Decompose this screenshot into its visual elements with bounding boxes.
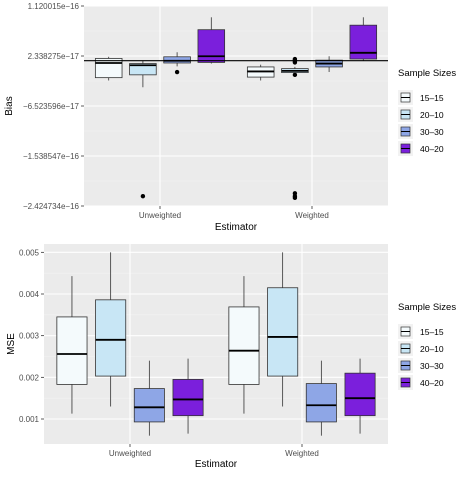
box-40-20-unweighted — [172, 358, 204, 434]
bias-y-axis-title: Bias — [4, 96, 15, 115]
box-body — [129, 63, 157, 76]
box-body — [267, 287, 299, 377]
box-body — [133, 388, 165, 423]
box-15-15-weighted — [228, 276, 260, 414]
y-tick-label: −6.523596e−17 — [23, 102, 80, 111]
bias-y-ticks: 1.120015e−16 2.338275e−17 −6.523596e−17 −1.… — [23, 2, 84, 211]
box-body — [95, 299, 127, 377]
y-tick-label: 0.001 — [19, 415, 40, 424]
mse-y-ticks: 0.001 0.002 0.003 0.004 0.005 — [19, 248, 44, 424]
legend-label: 30–30 — [420, 361, 444, 371]
outlier-point — [292, 195, 298, 201]
bias-legend: Sample Sizes 15–15 20–10 30–30 40–20 — [398, 68, 456, 156]
outlier-point — [292, 72, 298, 78]
bias-legend-title: Sample Sizes — [398, 68, 456, 79]
legend-label: 30–30 — [420, 127, 444, 137]
box-body — [56, 316, 88, 385]
y-tick-label: 0.004 — [19, 290, 40, 299]
mse-y-axis-title: MSE — [6, 333, 17, 355]
box-body — [172, 379, 204, 417]
box-body — [344, 372, 376, 417]
mse-boxes — [56, 252, 376, 436]
box-40-20-weighted — [344, 358, 376, 434]
y-tick-label: 0.003 — [19, 332, 40, 341]
legend-label: 15–15 — [420, 327, 444, 337]
box-15-15-unweighted — [94, 56, 123, 81]
x-tick-label: Unweighted — [109, 449, 151, 458]
box-20-10-unweighted — [129, 60, 157, 199]
box-40-20-unweighted — [197, 17, 226, 64]
bias-x-axis-title: Estimator — [215, 222, 258, 233]
y-tick-label: 2.338275e−17 — [28, 52, 80, 61]
legend-label: 20–10 — [420, 344, 444, 354]
y-tick-label: −2.424734e−16 — [23, 202, 80, 211]
y-tick-label: 0.002 — [19, 373, 40, 382]
bias-chart: 1.120015e−16 2.338275e−17 −6.523596e−17 −1.… — [4, 2, 388, 233]
legend-label: 40–20 — [420, 144, 444, 154]
mse-chart: 0.001 0.002 0.003 0.004 0.005 Unweighted Weig… — [6, 244, 388, 470]
outlier-point — [292, 60, 298, 65]
mse-x-ticks: Unweighted Weighted — [109, 444, 319, 458]
y-tick-label: 0.005 — [19, 248, 40, 257]
bias-grid — [84, 5, 388, 207]
box-body — [197, 29, 226, 63]
mse-legend-title: Sample Sizes — [398, 302, 456, 313]
legend-label: 15–15 — [420, 93, 444, 103]
x-tick-label: Weighted — [295, 211, 329, 220]
mse-x-axis-title: Estimator — [195, 459, 238, 470]
mse-legend: Sample Sizes 15–15 20–10 30–30 40–20 — [398, 302, 456, 390]
x-tick-label: Weighted — [285, 449, 319, 458]
box-40-20-weighted — [349, 17, 378, 61]
box-body — [94, 58, 123, 79]
box-body — [349, 24, 378, 60]
x-tick-label: Unweighted — [139, 211, 181, 220]
box-30-30-unweighted — [133, 360, 165, 436]
bias-boxes — [84, 17, 388, 201]
box-body — [228, 306, 260, 385]
y-tick-label: 1.120015e−16 — [28, 2, 80, 11]
outlier-point — [174, 69, 180, 75]
box-20-10-unweighted — [95, 252, 127, 407]
box-15-15-weighted — [246, 64, 275, 81]
box-15-15-unweighted — [56, 276, 88, 414]
box-30-30-weighted — [305, 360, 337, 436]
legend-label: 40–20 — [420, 378, 444, 388]
bias-x-ticks: Unweighted Weighted — [139, 206, 329, 220]
box-30-30-weighted — [315, 56, 343, 73]
outlier-point — [140, 193, 146, 199]
box-20-10-weighted — [267, 252, 299, 407]
y-tick-label: −1.538547e−16 — [23, 152, 80, 161]
legend-label: 20–10 — [420, 110, 444, 120]
box-body — [305, 383, 337, 423]
